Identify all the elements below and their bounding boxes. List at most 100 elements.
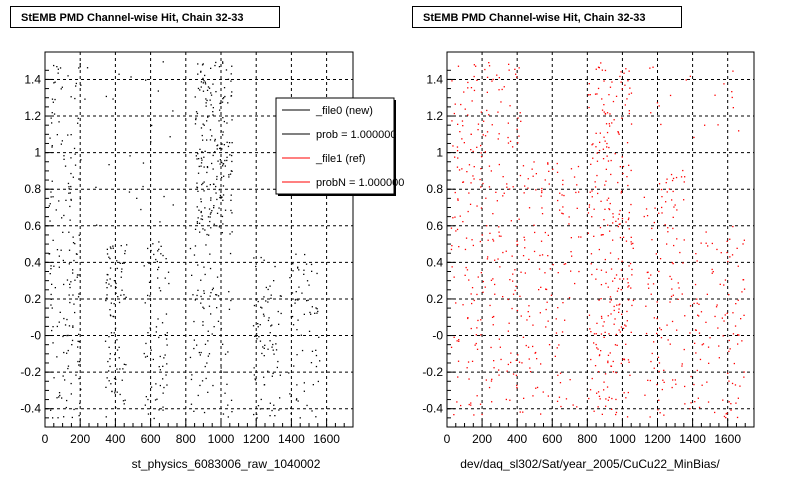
data-point: [732, 70, 734, 72]
data-point: [221, 176, 223, 179]
data-point: [201, 380, 204, 382]
data-point: [65, 406, 67, 409]
data-point: [78, 178, 80, 180]
data-point: [51, 180, 53, 182]
data-point: [540, 413, 542, 415]
data-point: [609, 86, 612, 88]
data-point: [230, 95, 233, 97]
data-point: [58, 255, 60, 257]
data-point: [260, 398, 262, 401]
data-point: [605, 271, 607, 273]
data-point: [275, 343, 277, 345]
data-point: [110, 285, 112, 287]
data-point: [719, 283, 721, 285]
data-point: [674, 204, 676, 206]
data-point: [75, 253, 78, 255]
data-point: [153, 417, 155, 420]
data-point: [271, 409, 273, 412]
data-point: [588, 397, 590, 400]
data-point: [50, 409, 52, 411]
data-point: [462, 181, 464, 183]
data-point: [711, 242, 713, 245]
data-point: [189, 247, 192, 250]
data-point: [123, 403, 125, 405]
data-point: [595, 343, 597, 346]
data-point: [202, 82, 204, 84]
data-point: [619, 75, 621, 78]
data-point: [116, 339, 118, 341]
data-point: [605, 398, 607, 400]
data-point: [604, 331, 606, 333]
data-point: [212, 111, 214, 113]
data-point: [486, 258, 489, 260]
data-point: [52, 342, 54, 344]
data-point: [605, 405, 607, 407]
data-point: [623, 392, 625, 394]
data-point: [698, 303, 700, 305]
data-point: [457, 123, 459, 125]
data-point: [535, 351, 537, 354]
data-point: [595, 278, 597, 280]
data-point: [650, 112, 652, 114]
data-point: [492, 324, 494, 326]
data-point: [532, 395, 534, 397]
data-point: [467, 210, 469, 213]
data-point: [667, 227, 669, 229]
data-point: [153, 253, 155, 256]
data-point: [49, 203, 51, 205]
data-point: [698, 332, 701, 334]
data-point: [627, 359, 630, 361]
data-point: [278, 323, 280, 325]
data-point: [158, 287, 161, 289]
data-point: [660, 123, 662, 126]
data-point: [166, 332, 168, 334]
data-point: [298, 286, 300, 288]
data-point: [202, 77, 204, 80]
data-point: [628, 110, 630, 112]
data-point: [276, 366, 278, 369]
data-point: [701, 384, 703, 386]
data-point: [549, 268, 551, 270]
data-point: [714, 411, 716, 414]
data-point: [204, 83, 207, 85]
data-point: [256, 417, 258, 419]
data-point: [223, 175, 225, 177]
data-point: [66, 279, 69, 281]
data-point: [467, 114, 469, 116]
data-point: [649, 416, 651, 418]
data-point: [207, 355, 209, 357]
data-point: [569, 379, 571, 381]
data-point: [68, 188, 70, 190]
data-point: [306, 280, 309, 282]
data-point: [507, 298, 509, 301]
data-point: [470, 327, 472, 330]
data-point: [609, 230, 611, 232]
data-point: [671, 199, 673, 201]
data-point: [74, 279, 76, 281]
data-point: [63, 317, 65, 320]
data-point: [593, 235, 595, 237]
data-point: [114, 392, 116, 394]
data-point: [612, 371, 615, 373]
data-point: [456, 228, 459, 231]
data-point: [231, 212, 233, 214]
data-point: [672, 177, 675, 180]
data-point: [196, 344, 198, 346]
data-point: [542, 391, 544, 393]
data-point: [113, 332, 115, 334]
data-point: [210, 292, 212, 294]
data-point: [122, 368, 124, 370]
data-point: [310, 263, 313, 266]
data-point: [263, 376, 265, 378]
data-point: [623, 358, 625, 360]
data-point: [603, 111, 605, 113]
data-point: [58, 200, 60, 202]
data-point: [608, 208, 611, 211]
data-point: [105, 282, 107, 284]
data-point: [48, 205, 50, 207]
data-point: [194, 96, 196, 98]
data-point: [705, 231, 707, 233]
data-point: [105, 386, 107, 388]
data-point: [162, 392, 164, 394]
data-point: [612, 100, 615, 103]
